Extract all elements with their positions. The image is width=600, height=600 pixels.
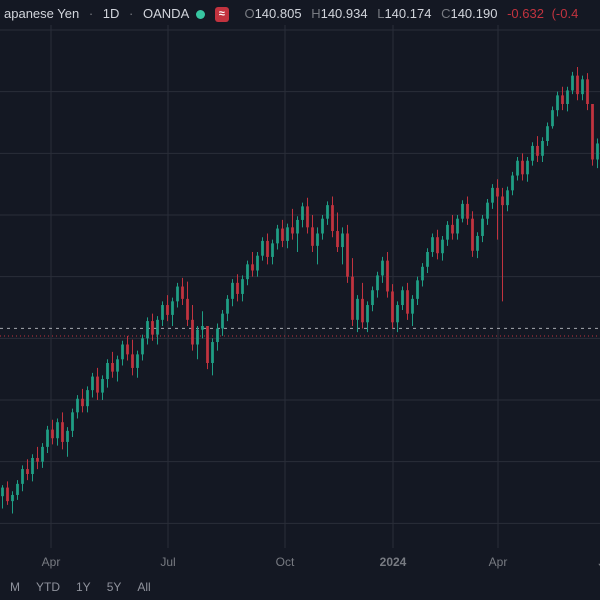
ohlc-open-label: O — [244, 6, 254, 21]
time-range-1y[interactable]: 1Y — [76, 580, 91, 594]
time-range-m[interactable]: M — [10, 580, 20, 594]
ohlc-high-value: 140.934 — [321, 6, 368, 21]
price-chart[interactable]: AprJulOct2024AprJul — [0, 0, 600, 600]
time-range-selector[interactable]: M YTD 1Y 5Y All — [10, 580, 167, 594]
approx-badge: ≈ — [215, 7, 229, 22]
ohlc-open-value: 140.805 — [255, 6, 302, 21]
header-separator: · — [89, 6, 93, 21]
ohlc-change: -0.632 — [507, 6, 544, 21]
svg-text:Oct: Oct — [276, 555, 295, 569]
live-dot-icon — [196, 10, 205, 19]
svg-text:2024: 2024 — [380, 555, 407, 569]
svg-text:Apr: Apr — [42, 555, 61, 569]
chart-container: apanese Yen · 1D · OANDA ≈ O140.805 H140… — [0, 0, 600, 600]
provider-label[interactable]: OANDA — [143, 6, 189, 21]
header-separator: · — [129, 6, 133, 21]
instrument-name[interactable]: apanese Yen — [4, 6, 79, 21]
svg-text:Jul: Jul — [160, 555, 175, 569]
svg-text:Apr: Apr — [489, 555, 508, 569]
time-range-5y[interactable]: 5Y — [107, 580, 122, 594]
time-range-all[interactable]: All — [137, 580, 150, 594]
chart-header: apanese Yen · 1D · OANDA ≈ O140.805 H140… — [0, 6, 600, 23]
ohlc-close-value: 140.190 — [450, 6, 497, 21]
time-range-ytd[interactable]: YTD — [36, 580, 60, 594]
ohlc-change-pct: (-0.4 — [552, 6, 579, 21]
timeframe-label[interactable]: 1D — [103, 6, 120, 21]
ohlc-high-label: H — [311, 6, 320, 21]
ohlc-low-value: 140.174 — [384, 6, 431, 21]
